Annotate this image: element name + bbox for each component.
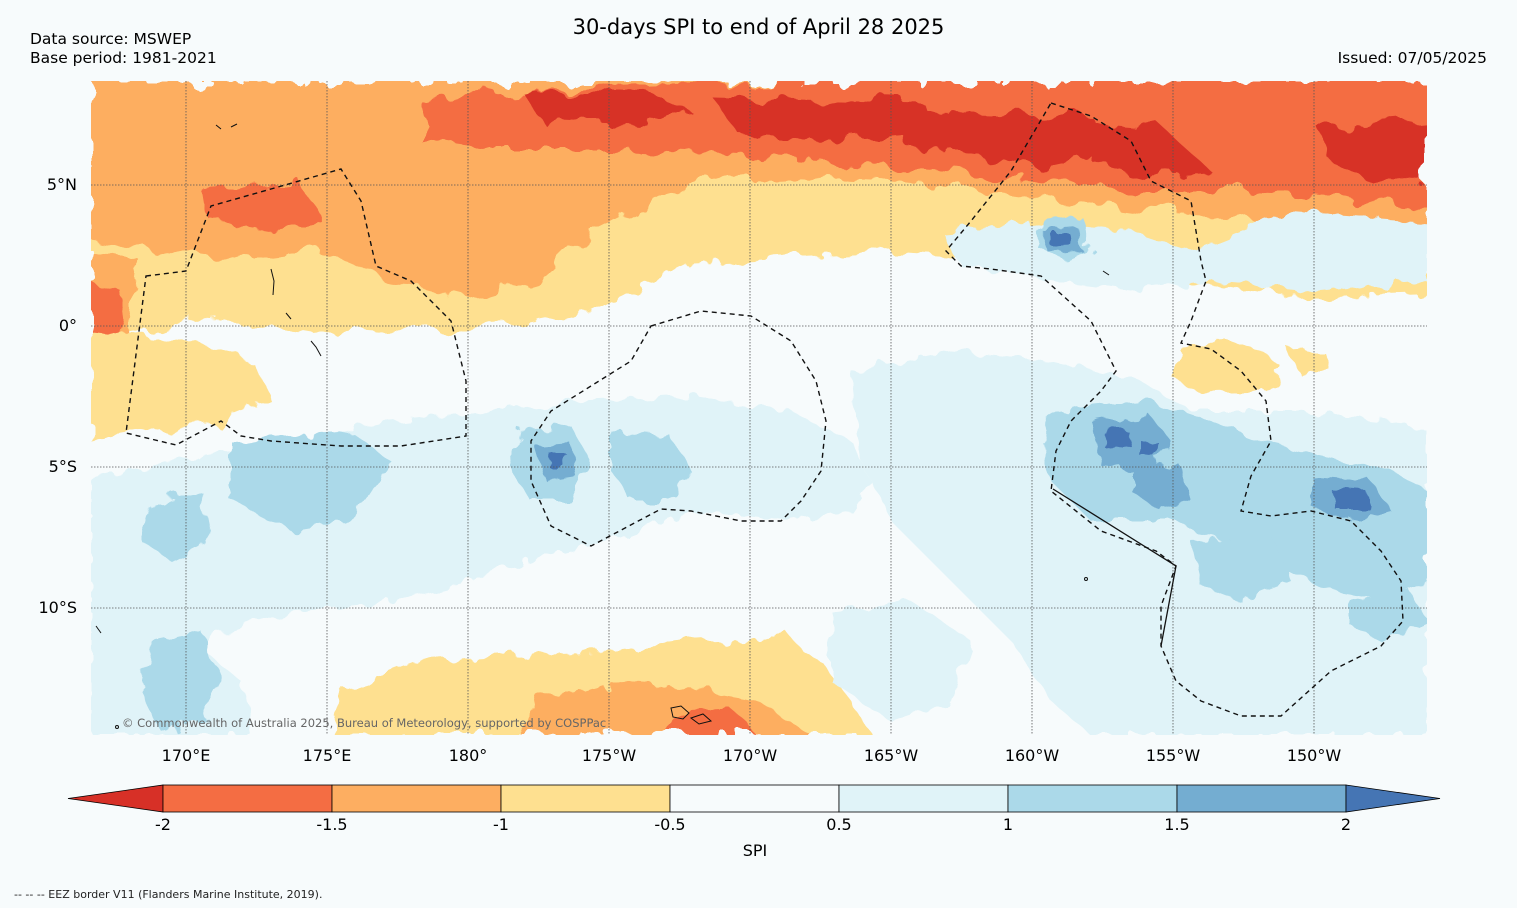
map-metadata: Data source: MSWEP Base period: 1981-202… <box>30 30 217 68</box>
islands <box>95 123 1110 729</box>
lon-label-160w: 160°W <box>1004 746 1060 765</box>
graticule <box>91 81 1427 735</box>
lat-label-10s: 10°S <box>38 598 77 617</box>
dry-band-darkred-north <box>521 91 1427 186</box>
colorbar-label: SPI <box>742 841 768 860</box>
data-source: Data source: MSWEP <box>30 30 192 48</box>
colorbar-segments <box>67 784 1441 813</box>
eez-borders <box>125 102 1404 717</box>
colorbar-segment <box>1176 784 1347 813</box>
lon-label-170w: 170°W <box>722 746 778 765</box>
dry-patch-south-red <box>671 709 756 735</box>
lon-label-165w: 165°W <box>863 746 919 765</box>
colorbar-tick: -2 <box>155 815 171 834</box>
base-period: Base period: 1981-2021 <box>30 49 217 67</box>
dry-dot-south <box>761 636 811 681</box>
issued-date: Issued: 07/05/2025 <box>1337 49 1487 67</box>
spi-map <box>91 81 1427 735</box>
dry-patch-west-yellow <box>91 331 271 441</box>
colorbar-segment <box>1007 784 1178 813</box>
colorbar-tick: 2 <box>1340 815 1352 834</box>
colorbar-tick: 1 <box>1002 815 1014 834</box>
colorbar-tick: -0.5 <box>654 815 686 834</box>
eez-kiribati-gilbert <box>125 168 467 447</box>
lon-label-155w: 155°W <box>1145 746 1201 765</box>
colorbar-segment <box>669 784 840 813</box>
eez-kiribati-phoenix <box>530 310 827 547</box>
colorbar-tick: 1.5 <box>1164 815 1190 834</box>
copyright-notice: © Commonwealth of Australia 2025, Bureau… <box>122 716 607 730</box>
colorbar-segment <box>838 784 1009 813</box>
colorbar-tick: -1.5 <box>316 815 348 834</box>
dry-patch-central-east <box>1171 343 1331 393</box>
dry-patch-west-orange <box>91 181 351 431</box>
colorbar-segment <box>500 784 671 813</box>
colorbar-extend-high <box>1345 784 1441 813</box>
colorbar-tick: 0.5 <box>826 815 852 834</box>
colorbar-extend-low <box>67 784 164 813</box>
lon-label-175e: 175°E <box>302 746 352 765</box>
lon-label-150w: 150°W <box>1286 746 1342 765</box>
lon-label-170e: 170°E <box>161 746 211 765</box>
colorbar-segment <box>162 784 333 813</box>
lat-label-0: 0° <box>58 316 77 335</box>
colorbar-tick: -1 <box>493 815 509 834</box>
colorbar-segment <box>331 784 502 813</box>
island-samoa <box>670 705 713 725</box>
eez-kiribati-line <box>945 102 1404 717</box>
lon-label-180: 180° <box>448 746 488 765</box>
eez-footnote: -- -- -- EEZ border V11 (Flanders Marine… <box>14 888 323 901</box>
dry-patch-west-red <box>91 181 321 351</box>
solid-border-segment <box>1052 488 1177 647</box>
lat-label-5n: 5°N <box>46 175 77 194</box>
map-title: 30-days SPI to end of April 28 2025 <box>572 15 945 39</box>
lon-label-175w: 175°W <box>581 746 637 765</box>
lat-label-5s: 5°S <box>48 457 77 476</box>
colorbar <box>67 784 1441 813</box>
